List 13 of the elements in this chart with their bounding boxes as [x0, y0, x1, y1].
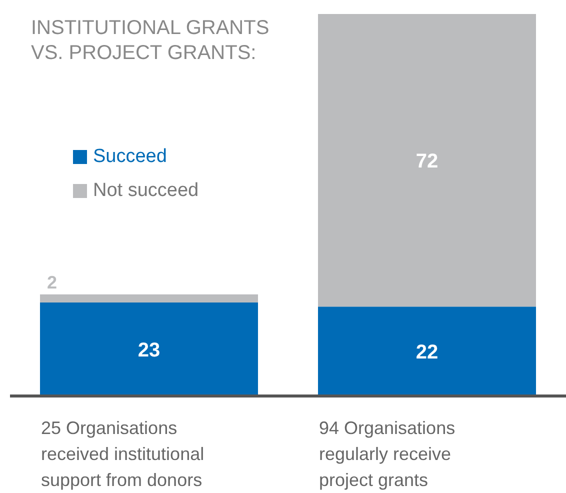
bar [40, 302, 258, 396]
x-tick-label: 25 Organisations received institutional support from donors [41, 418, 204, 490]
data-label: 23 [138, 339, 160, 362]
data-label: 22 [416, 341, 438, 364]
legend-label: Succeed [93, 145, 167, 169]
text: INSTITUTIONAL GRANTS VS. PROJECT GRANTS: [31, 16, 270, 66]
bar [318, 14, 536, 307]
legend-label: Not succeed [93, 179, 199, 203]
data-label: 2 [46, 272, 58, 292]
data-label: 72 [416, 150, 438, 172]
bar [318, 306, 536, 396]
bar [40, 294, 258, 303]
x-tick-label: 94 Organisations regularly receive project grants [319, 418, 456, 490]
